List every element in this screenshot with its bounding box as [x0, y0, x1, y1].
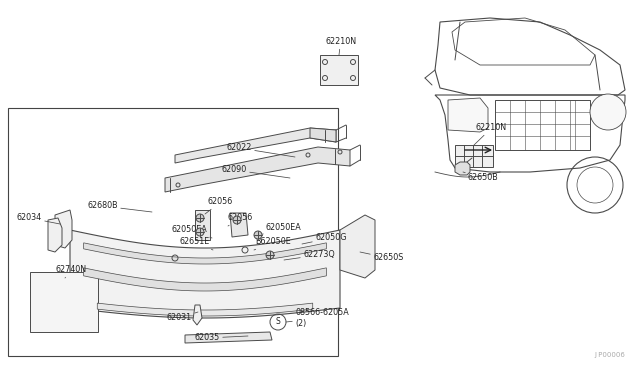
Text: 62651E: 62651E [180, 237, 213, 250]
Polygon shape [340, 215, 375, 278]
Polygon shape [84, 243, 326, 264]
Polygon shape [195, 210, 210, 240]
Text: 62050EA: 62050EA [256, 224, 301, 236]
Text: 62035: 62035 [195, 334, 248, 343]
Polygon shape [193, 305, 202, 325]
Polygon shape [448, 98, 488, 132]
Text: 62210N: 62210N [474, 124, 507, 145]
Bar [320, 55, 358, 85]
Text: 62740N: 62740N [55, 266, 86, 278]
Text: S: S [276, 317, 280, 327]
Polygon shape [84, 268, 326, 291]
Text: 62210N: 62210N [325, 38, 356, 55]
Bar [455, 145, 493, 167]
Polygon shape [70, 230, 340, 318]
Polygon shape [455, 162, 470, 175]
Circle shape [196, 214, 204, 222]
Text: 62056: 62056 [228, 214, 253, 226]
Circle shape [254, 231, 262, 239]
Bar [30, 272, 98, 332]
Text: 62056: 62056 [205, 198, 233, 214]
Bar [8, 108, 338, 356]
Text: 62650B: 62650B [463, 172, 499, 183]
Circle shape [590, 94, 626, 130]
Text: 62273Q: 62273Q [284, 250, 335, 260]
Text: 62050G: 62050G [302, 234, 346, 244]
Text: 62031: 62031 [167, 312, 198, 323]
Text: J P00006: J P00006 [594, 352, 625, 358]
Polygon shape [230, 213, 248, 237]
Text: 08566-6205A
(2): 08566-6205A (2) [286, 308, 349, 328]
Text: 62022: 62022 [227, 144, 295, 157]
Polygon shape [185, 332, 272, 343]
Polygon shape [97, 303, 313, 316]
Circle shape [233, 216, 241, 224]
Polygon shape [48, 218, 62, 252]
Text: 62680B: 62680B [88, 202, 152, 212]
Polygon shape [55, 210, 72, 248]
Text: 62090: 62090 [221, 166, 290, 178]
Text: 62034: 62034 [17, 214, 60, 224]
Polygon shape [310, 128, 336, 142]
Bar [495, 100, 590, 150]
Text: 62050EA: 62050EA [172, 225, 212, 238]
Text: 62650S: 62650S [360, 252, 403, 263]
Text: B62050E: B62050E [254, 237, 291, 250]
Polygon shape [175, 128, 336, 163]
Circle shape [196, 228, 204, 236]
Circle shape [266, 251, 274, 259]
Polygon shape [165, 147, 350, 192]
